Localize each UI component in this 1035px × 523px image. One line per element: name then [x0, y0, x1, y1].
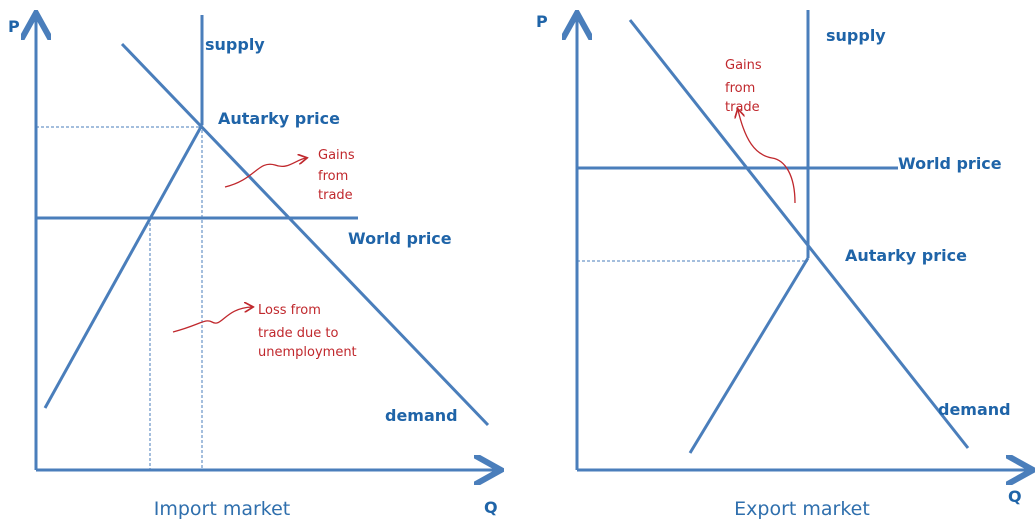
supply-label: supply [826, 26, 886, 45]
note: from [725, 81, 755, 96]
note: unemployment [258, 345, 357, 360]
panel-title: Export market [734, 498, 870, 520]
supply-line [688, 257, 810, 454]
note: trade [725, 100, 760, 115]
panel-title: Import market [154, 498, 291, 520]
demand-line [120, 42, 490, 427]
export-panel: P Q supply World price Autarky price dem… [536, 10, 1030, 520]
axis-label: P [536, 12, 548, 31]
autarky-label: Autarky price [218, 109, 340, 128]
world-price-label: World price [348, 229, 452, 248]
world-price-label: World price [898, 154, 1002, 173]
supply-label: supply [205, 35, 265, 54]
axis-label: Q [1008, 487, 1022, 506]
note: trade due to [258, 326, 339, 341]
autarky-label: Autarky price [845, 246, 967, 265]
arrow [224, 158, 306, 188]
note: Gains [318, 148, 355, 163]
arrow [172, 307, 252, 333]
axis-label: P [8, 17, 20, 36]
demand-label: demand [938, 400, 1011, 419]
import-panel: P Q supply Autarky price World price dem… [8, 15, 498, 520]
supply-line [43, 124, 204, 409]
note: Gains [725, 58, 762, 73]
demand-line [628, 19, 970, 449]
note: from [318, 169, 348, 184]
note: trade [318, 188, 353, 203]
note: Loss from [258, 303, 321, 318]
axis-label: Q [484, 498, 498, 517]
arrow [738, 110, 796, 204]
demand-label: demand [385, 406, 458, 425]
